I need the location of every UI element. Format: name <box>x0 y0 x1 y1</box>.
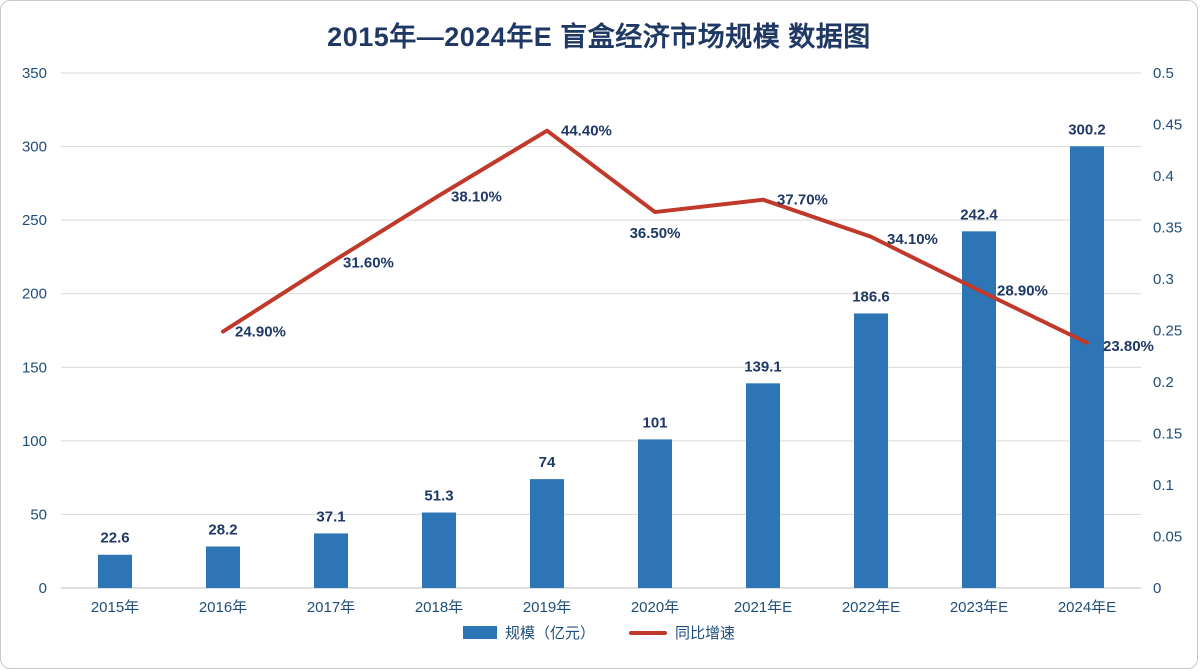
svg-text:2022年E: 2022年E <box>842 599 900 616</box>
svg-text:2024年E: 2024年E <box>1058 599 1116 616</box>
svg-text:0.1: 0.1 <box>1153 477 1174 494</box>
svg-text:2017年: 2017年 <box>307 599 355 616</box>
svg-text:186.6: 186.6 <box>852 288 890 305</box>
svg-text:0.4: 0.4 <box>1153 168 1174 185</box>
svg-text:50: 50 <box>30 506 47 523</box>
svg-text:2019年: 2019年 <box>523 599 571 616</box>
svg-text:22.6: 22.6 <box>100 530 129 547</box>
legend-line-label: 同比增速 <box>675 625 736 642</box>
svg-text:242.4: 242.4 <box>960 206 998 223</box>
svg-text:74: 74 <box>539 454 556 471</box>
svg-text:44.40%: 44.40% <box>561 123 612 140</box>
bar-series-swatch <box>462 626 497 639</box>
svg-text:24.90%: 24.90% <box>235 324 286 341</box>
svg-text:200: 200 <box>22 286 47 303</box>
svg-text:300.2: 300.2 <box>1068 121 1106 138</box>
svg-text:28.90%: 28.90% <box>997 282 1048 299</box>
chart-legend: 规模（亿元） 同比增速 <box>1 622 1197 643</box>
svg-text:0.35: 0.35 <box>1153 220 1182 237</box>
svg-text:0.15: 0.15 <box>1153 426 1182 443</box>
chart-canvas: 0 50 100 150 200 250 300 350 0 0.05 0.1 0.15 0.2 0.25… <box>22 65 1182 616</box>
svg-text:0.2: 0.2 <box>1153 374 1174 391</box>
svg-text:28.2: 28.2 <box>208 522 237 539</box>
svg-text:34.10%: 34.10% <box>887 231 938 248</box>
legend-item-line: 同比增速 <box>629 622 735 643</box>
svg-text:0.05: 0.05 <box>1153 529 1182 546</box>
svg-text:250: 250 <box>22 212 47 229</box>
svg-text:139.1: 139.1 <box>744 358 782 375</box>
svg-text:350: 350 <box>22 65 47 82</box>
svg-text:2016年: 2016年 <box>199 599 247 616</box>
svg-text:0: 0 <box>39 580 47 597</box>
svg-text:0.5: 0.5 <box>1153 65 1174 82</box>
svg-text:0.45: 0.45 <box>1153 117 1182 134</box>
svg-text:36.50%: 36.50% <box>630 225 681 242</box>
line-series-swatch <box>629 630 667 635</box>
svg-text:2018年: 2018年 <box>415 599 463 616</box>
svg-text:37.1: 37.1 <box>316 508 345 525</box>
svg-text:0: 0 <box>1153 580 1161 597</box>
svg-text:150: 150 <box>22 359 47 376</box>
legend-item-bar: 规模（亿元） <box>462 622 595 643</box>
svg-text:2023年E: 2023年E <box>950 599 1008 616</box>
svg-text:101: 101 <box>642 414 667 431</box>
svg-text:31.60%: 31.60% <box>343 255 394 272</box>
svg-text:0.3: 0.3 <box>1153 271 1174 288</box>
legend-bar-label: 规模（亿元） <box>504 625 595 642</box>
svg-text:0.25: 0.25 <box>1153 323 1182 340</box>
svg-text:2015年: 2015年 <box>91 599 139 616</box>
svg-text:300: 300 <box>22 139 47 156</box>
svg-text:51.3: 51.3 <box>424 488 453 505</box>
svg-text:2021年E: 2021年E <box>734 599 792 616</box>
svg-text:23.80%: 23.80% <box>1103 338 1154 355</box>
svg-text:37.70%: 37.70% <box>777 192 828 209</box>
svg-text:100: 100 <box>22 433 47 450</box>
svg-text:38.10%: 38.10% <box>451 189 502 206</box>
chart-title: 2015年—2024年E 盲盒经济市场规模 数据图 <box>327 22 871 52</box>
svg-text:2020年: 2020年 <box>631 599 679 616</box>
